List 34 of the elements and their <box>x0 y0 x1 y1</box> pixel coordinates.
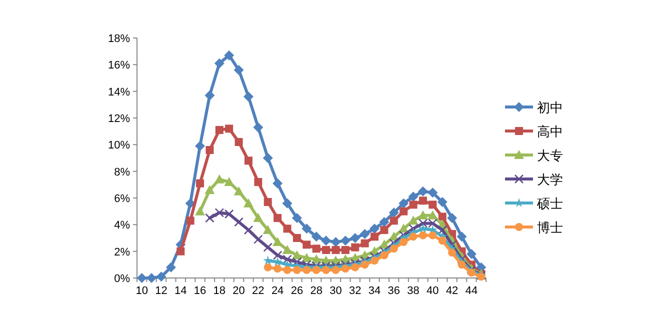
y-tick-label: 18% <box>108 33 130 45</box>
x-tick-label: 24 <box>271 285 284 297</box>
legend-label: 博士 <box>537 220 563 235</box>
y-tick-label: 16% <box>108 60 130 72</box>
legend-label: 大专 <box>537 148 563 163</box>
x-tick-label: 34 <box>368 285 381 297</box>
x-tick-label: 30 <box>330 285 342 297</box>
legend-label: 初中 <box>537 100 563 115</box>
legend-label: 大学 <box>537 172 563 187</box>
y-tick-label: 2% <box>114 246 130 258</box>
x-tick-label: 22 <box>252 285 264 297</box>
x-tick-label: 18 <box>213 285 226 297</box>
x-tick-label: 44 <box>465 285 478 297</box>
x-tick-label: 12 <box>155 285 168 297</box>
y-tick-label: 8% <box>114 166 130 178</box>
x-tick-label: 40 <box>426 285 439 297</box>
y-tick-label: 12% <box>108 113 130 125</box>
x-tick-label: 28 <box>310 285 322 297</box>
x-tick-label: 14 <box>174 285 187 297</box>
x-tick-label: 32 <box>349 285 362 297</box>
x-tick-label: 26 <box>290 285 304 297</box>
x-tick-label: 16 <box>194 285 206 297</box>
y-tick-label: 4% <box>114 220 130 232</box>
x-tick-label: 10 <box>136 285 148 297</box>
y-tick-label: 0% <box>114 273 130 285</box>
x-tick-label: 38 <box>407 285 420 297</box>
x-tick-label: 42 <box>446 285 458 297</box>
y-tick-label: 6% <box>114 193 130 205</box>
y-tick-label: 14% <box>108 86 130 98</box>
legend-label: 硕士 <box>536 196 563 211</box>
x-tick-label: 20 <box>232 285 245 297</box>
legend-label: 高中 <box>537 124 563 139</box>
y-tick-label: 10% <box>108 140 130 152</box>
x-tick-label: 36 <box>388 285 400 297</box>
